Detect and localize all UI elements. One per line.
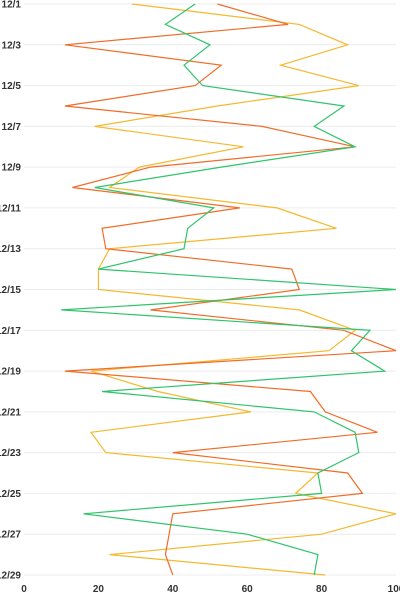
x-axis-ticks: 0 20 40 60 80 100: [21, 584, 400, 595]
series-group: [61, 3, 397, 576]
y-tick-label: 12/3: [2, 40, 22, 51]
y-tick-label: 12/17: [0, 326, 21, 337]
y-tick-label: 12/21: [0, 407, 21, 418]
series-line-1: [89, 3, 397, 576]
x-tick-label: 60: [242, 584, 254, 595]
x-tick-label: 40: [167, 584, 179, 595]
y-axis-ticks: 12/1 12/3 12/5 12/7 12/9 12/11 12/13 12/15 12/17…: [0, 0, 21, 582]
series-line-3: [61, 3, 397, 576]
y-tick-label: 12/29: [0, 571, 21, 582]
x-tick-label: 100: [388, 584, 400, 595]
y-tick-label: 12/19: [0, 367, 21, 378]
y-tick-label: 12/7: [2, 122, 22, 133]
y-tick-label: 12/9: [2, 163, 22, 174]
grid: [24, 3, 396, 576]
series-line-2: [64, 3, 397, 576]
y-tick-label: 12/25: [0, 489, 21, 500]
y-tick-label: 12/11: [0, 203, 21, 214]
y-tick-label: 12/13: [0, 244, 21, 255]
x-tick-label: 0: [21, 584, 27, 595]
y-tick-label: 12/1: [2, 0, 22, 11]
x-tick-label: 20: [93, 584, 105, 595]
y-tick-label: 12/23: [0, 448, 21, 459]
y-tick-label: 12/27: [0, 530, 21, 541]
x-tick-label: 80: [316, 584, 328, 595]
y-tick-label: 12/15: [0, 285, 21, 296]
y-tick-label: 12/5: [2, 81, 22, 92]
